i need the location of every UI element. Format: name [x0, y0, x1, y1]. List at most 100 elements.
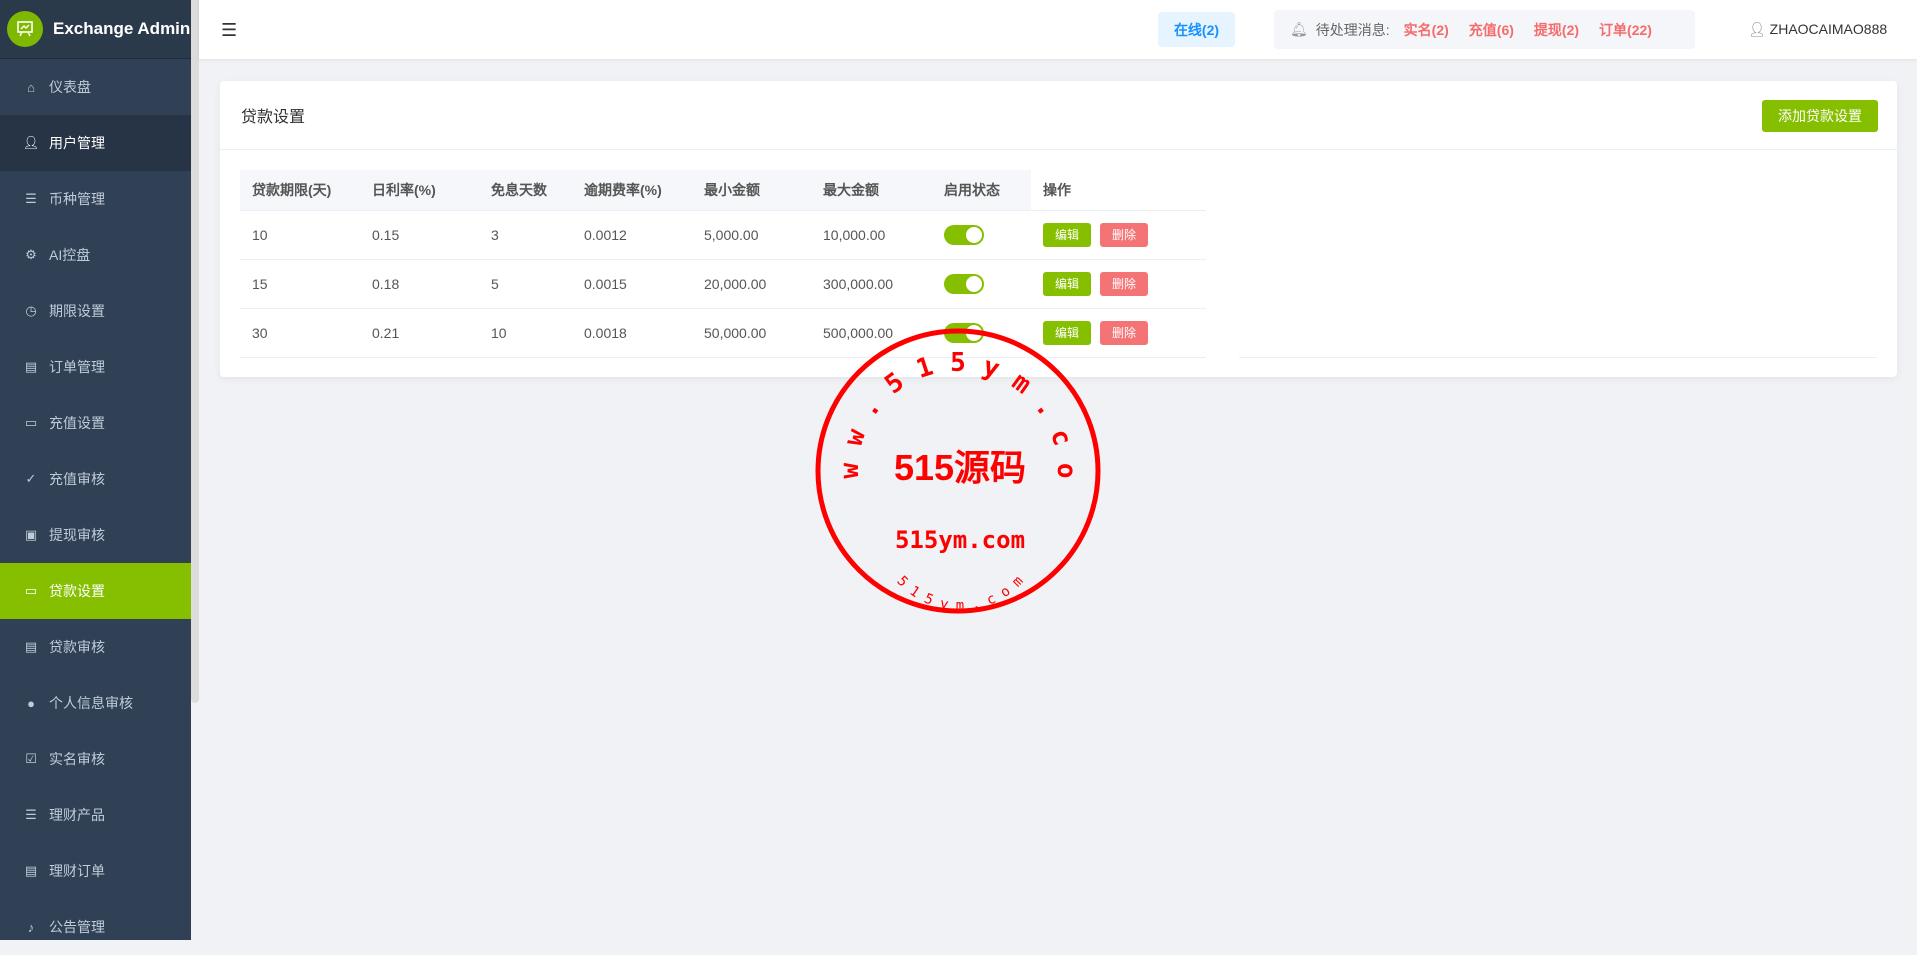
- sidebar-item-12[interactable]: ☑ 实名审核: [0, 731, 191, 787]
- table-row: 15 0.18 5 0.0015 20,000.00 300,000.00 编辑 删除: [240, 258, 1206, 308]
- sidebar-item-label: 个人信息审核: [49, 695, 133, 711]
- folder-icon: ▭: [24, 415, 38, 430]
- sidebar-item-7[interactable]: ✓ 充值审核: [0, 451, 191, 507]
- cell-term: 15: [240, 258, 360, 308]
- user-icon: 👤︎: [1748, 21, 1766, 37]
- pending-withdraw[interactable]: 提现(2): [1533, 21, 1580, 38]
- user-menu[interactable]: 👤︎ ZHAOCAIMAO888: [1748, 21, 1887, 38]
- cell-term: 10: [240, 209, 360, 259]
- sidebar-item-label: 币种管理: [49, 191, 105, 207]
- pending-messages: 🔔︎ 待处理消息: 实名(2) 充值(6) 提现(2) 订单(22): [1274, 10, 1695, 49]
- column-header: 最小金额: [692, 170, 811, 210]
- column-header: 贷款期限(天): [240, 170, 360, 210]
- bell-icon: 🔔︎: [1290, 21, 1308, 37]
- cell-min: 5,000.00: [692, 209, 811, 259]
- loan-settings-table: 贷款期限(天) 日利率(%) 免息天数 逾期费率(%) 最小金额 最大金额 启用状态 操作 1…: [240, 170, 1206, 358]
- sidebar-item-label: 仪表盘: [49, 79, 91, 95]
- column-header: 启用状态: [932, 170, 1031, 210]
- column-header: 操作: [1031, 170, 1206, 210]
- sidebar-item-label: 理财订单: [49, 863, 105, 879]
- username: ZHAOCAIMAO888: [1769, 21, 1888, 37]
- enabled-toggle[interactable]: [944, 224, 984, 245]
- edit-button[interactable]: 编辑: [1043, 320, 1091, 345]
- sidebar-item-11[interactable]: ● 个人信息审核: [0, 675, 191, 731]
- svg-text:515源码: 515源码: [894, 447, 1026, 488]
- sidebar-item-label: 期限设置: [49, 303, 105, 319]
- table-row: 10 0.15 3 0.0012 5,000.00 10,000.00 编辑 删除: [240, 209, 1206, 259]
- loan-settings-card: 贷款设置 添加贷款设置 贷款期限(天) 日利率(%) 免息天数 逾期费率(%) 最小金额…: [220, 81, 1897, 377]
- delete-button[interactable]: 删除: [1100, 222, 1148, 247]
- table-row: 30 0.21 10 0.0018 50,000.00 500,000.00 编辑 删除: [240, 307, 1206, 358]
- cell-max: 300,000.00: [811, 258, 932, 308]
- person-icon: ●: [27, 695, 35, 711]
- presentation-icon: ⌂: [27, 79, 35, 95]
- document-icon: ▤: [24, 863, 38, 878]
- timer-icon: ◷: [25, 303, 37, 318]
- sidebar-item-2[interactable]: ☰ 币种管理: [0, 171, 191, 227]
- sidebar-item-3[interactable]: ⚙︎ AI控盘: [0, 227, 191, 283]
- sidebar-item-label: 实名审核: [49, 751, 105, 767]
- sidebar-item-0[interactable]: ⌂ 仪表盘: [0, 59, 191, 115]
- cell-term: 30: [240, 307, 360, 358]
- cell-overdue: 0.0015: [572, 258, 692, 308]
- sidebar-item-label: 充值设置: [49, 415, 105, 431]
- sidebar-scrollbar[interactable]: [191, 0, 199, 703]
- sidebar-item-label: 订单管理: [49, 359, 105, 375]
- cell-rate: 0.21: [360, 307, 479, 358]
- cell-max: 500,000.00: [811, 307, 932, 358]
- edit-button[interactable]: 编辑: [1043, 222, 1091, 247]
- column-header: 日利率(%): [360, 170, 479, 210]
- cell-overdue: 0.0018: [572, 307, 692, 358]
- sidebar-item-4[interactable]: ◷ 期限设置: [0, 283, 191, 339]
- sidebar-item-9[interactable]: ▭ 贷款设置: [0, 563, 191, 619]
- enabled-toggle[interactable]: [944, 322, 984, 343]
- svg-text:515ym.com: 515ym.com: [895, 526, 1025, 554]
- cell-overdue: 0.0012: [572, 209, 692, 259]
- delete-button[interactable]: 删除: [1100, 320, 1148, 345]
- enabled-toggle[interactable]: [944, 273, 984, 294]
- sidebar-item-8[interactable]: ▣ 提现审核: [0, 507, 191, 563]
- gear-icon: ⚙︎: [25, 247, 37, 262]
- document-icon: ▤: [24, 639, 38, 654]
- pending-recharge[interactable]: 充值(6): [1468, 21, 1514, 38]
- sidebar-item-13[interactable]: ☰ 理财产品: [0, 787, 191, 843]
- sidebar-item-6[interactable]: ▭ 充值设置: [0, 395, 191, 451]
- sidebar-item-label: 充值审核: [49, 471, 105, 487]
- hamburger-icon[interactable]: ☰: [221, 20, 238, 40]
- pending-label: 待处理消息:: [1315, 21, 1390, 38]
- sidebar-item-15[interactable]: ♪ 公告管理: [0, 899, 191, 955]
- add-loan-setting-button[interactable]: 添加贷款设置: [1762, 100, 1878, 132]
- database-icon: ☰: [25, 191, 37, 206]
- pending-realname[interactable]: 实名(2): [1403, 21, 1449, 38]
- column-header: 逾期费率(%): [572, 170, 692, 210]
- cell-max: 10,000.00: [811, 209, 932, 259]
- sidebar-item-label: 用户管理: [49, 135, 105, 151]
- logo-icon: [7, 11, 43, 47]
- app-title: Exchange Admin: [53, 19, 191, 38]
- cell-rate: 0.15: [360, 209, 479, 259]
- pending-orders[interactable]: 订单(22): [1599, 21, 1652, 38]
- sidebar-item-label: 公告管理: [49, 919, 105, 935]
- sidebar-item-14[interactable]: ▤ 理财订单: [0, 843, 191, 899]
- sidebar-item-label: AI控盘: [49, 247, 91, 263]
- cell-free_days: 3: [479, 209, 572, 259]
- user-icon: 👤︎: [22, 135, 40, 150]
- top-header: ☰ 在线(2) 🔔︎ 待处理消息: 实名(2) 充值(6) 提现(2) 订单(2…: [199, 0, 1917, 59]
- online-badge[interactable]: 在线(2): [1158, 12, 1235, 47]
- column-header: 最大金额: [811, 170, 932, 210]
- logo[interactable]: Exchange Admin: [0, 0, 191, 59]
- bell-icon: ♪: [27, 919, 35, 935]
- document-check-icon: ☑: [25, 751, 37, 766]
- sidebar-item-10[interactable]: ▤ 贷款审核: [0, 619, 191, 675]
- delete-button[interactable]: 删除: [1100, 271, 1148, 296]
- check-icon: ✓: [25, 471, 37, 486]
- sidebar-item-label: 理财产品: [49, 807, 105, 823]
- cell-rate: 0.18: [360, 258, 479, 308]
- document-icon: ▤: [24, 359, 38, 374]
- card-title: 贷款设置: [241, 109, 306, 126]
- edit-button[interactable]: 编辑: [1043, 271, 1091, 296]
- sidebar-item-5[interactable]: ▤ 订单管理: [0, 339, 191, 395]
- svg-text:5 1 5 y m . c o m: 5 1 5 y m . c o m: [894, 573, 1027, 614]
- column-header: 免息天数: [479, 170, 572, 210]
- sidebar-item-1[interactable]: 👤︎ 用户管理: [0, 115, 191, 171]
